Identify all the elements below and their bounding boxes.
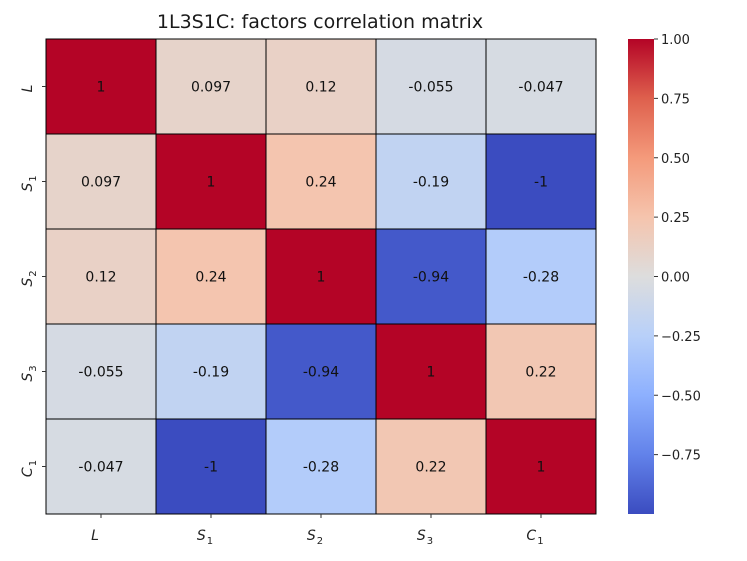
cell-value-label: -0.94 — [303, 365, 339, 381]
heatmap-cell — [45, 38, 157, 135]
cell-value-label: 0.097 — [81, 175, 121, 191]
colorbar-tick-label: −0.25 — [661, 330, 701, 345]
heatmap-cell — [485, 323, 597, 420]
colorbar-tick-label: 0.50 — [661, 152, 690, 167]
cell-value-label: -0.047 — [518, 80, 563, 96]
row-tick-label: S1 — [20, 175, 39, 191]
cell-value-label: 0.12 — [85, 270, 116, 286]
cell-value-label: -0.19 — [193, 365, 229, 381]
colorbar-tick-label: 0.00 — [661, 271, 690, 286]
colorbar-tick-label: 0.25 — [661, 211, 690, 226]
cell-value-label: 0.22 — [525, 365, 556, 381]
cell-value-label: 1 — [97, 80, 106, 96]
row-tick-label: S2 — [20, 270, 39, 286]
heatmap-cell — [155, 228, 267, 325]
column-tick-label: S1 — [197, 528, 213, 547]
column-tick-label: C1 — [526, 528, 543, 547]
colorbar-tick-label: 1.00 — [661, 33, 690, 48]
cell-value-label: -0.047 — [78, 460, 123, 476]
cell-value-label: -0.19 — [413, 175, 449, 191]
heatmap-cell — [265, 133, 377, 230]
cell-value-label: 1 — [207, 175, 216, 191]
heatmap-cell — [155, 323, 267, 420]
cell-value-label: 0.097 — [191, 80, 231, 96]
cell-value-label: 0.24 — [195, 270, 226, 286]
heatmap-cell — [155, 418, 267, 515]
row-tick-label: L — [20, 85, 36, 93]
cell-value-label: -1 — [204, 460, 218, 476]
heatmap-cell — [375, 228, 487, 325]
column-tick-labels: L S1 S2 S3 C1 — [91, 514, 544, 547]
colorbar-tick-label: −0.75 — [661, 449, 701, 464]
heatmap-cell — [265, 418, 377, 515]
cell-value-label: -0.055 — [408, 80, 453, 96]
heatmap-cell — [485, 418, 597, 515]
cell-value-label: 0.24 — [305, 175, 336, 191]
cell-value-label: -0.055 — [78, 365, 123, 381]
row-tick-labels: L S1 S2 S3 C1 — [20, 85, 46, 477]
row-tick-label: S3 — [20, 365, 39, 381]
cell-value-label: -0.28 — [303, 460, 339, 476]
cell-value-label: 0.12 — [305, 80, 336, 96]
cell-value-label: 0.22 — [415, 460, 446, 476]
cell-value-label: 1 — [317, 270, 326, 286]
column-tick-label: L — [91, 528, 99, 544]
heatmap-cell — [155, 38, 267, 135]
colorbar-tick-label: −0.50 — [661, 389, 701, 404]
cell-value-label: 1 — [427, 365, 436, 381]
heatmap-cell — [485, 38, 597, 135]
heatmap-cell — [485, 228, 597, 325]
column-tick-label: S3 — [417, 528, 433, 547]
heatmap-cell — [265, 38, 377, 135]
row-tick-label: C1 — [20, 460, 39, 477]
heatmap-cell — [45, 418, 157, 515]
cell-value-label: -0.28 — [523, 270, 559, 286]
cell-value-label: -0.94 — [413, 270, 449, 286]
colorbar-tick-label: 0.75 — [661, 92, 690, 107]
cell-value-label: -1 — [534, 175, 548, 191]
heatmap-cell — [265, 323, 377, 420]
colorbar: 1.00 0.75 0.50 0.25 0.00 −0.25 −0.50 −0.75 — [628, 33, 701, 514]
heatmap-cells: 1 0.097 0.12 -0.055 -0.047 0.097 1 0.24 -0.19 -1 0… — [45, 38, 597, 515]
heatmap-cell — [375, 323, 487, 420]
heatmap-cell — [375, 38, 487, 135]
heatmap-cell — [265, 228, 377, 325]
cell-value-label: 1 — [537, 460, 546, 476]
heatmap-cell — [45, 133, 157, 230]
chart-title: 1L3S1C: factors correlation matrix — [157, 11, 483, 33]
colorbar-gradient — [628, 39, 654, 514]
heatmap-cell — [485, 133, 597, 230]
column-tick-label: S2 — [307, 528, 323, 547]
